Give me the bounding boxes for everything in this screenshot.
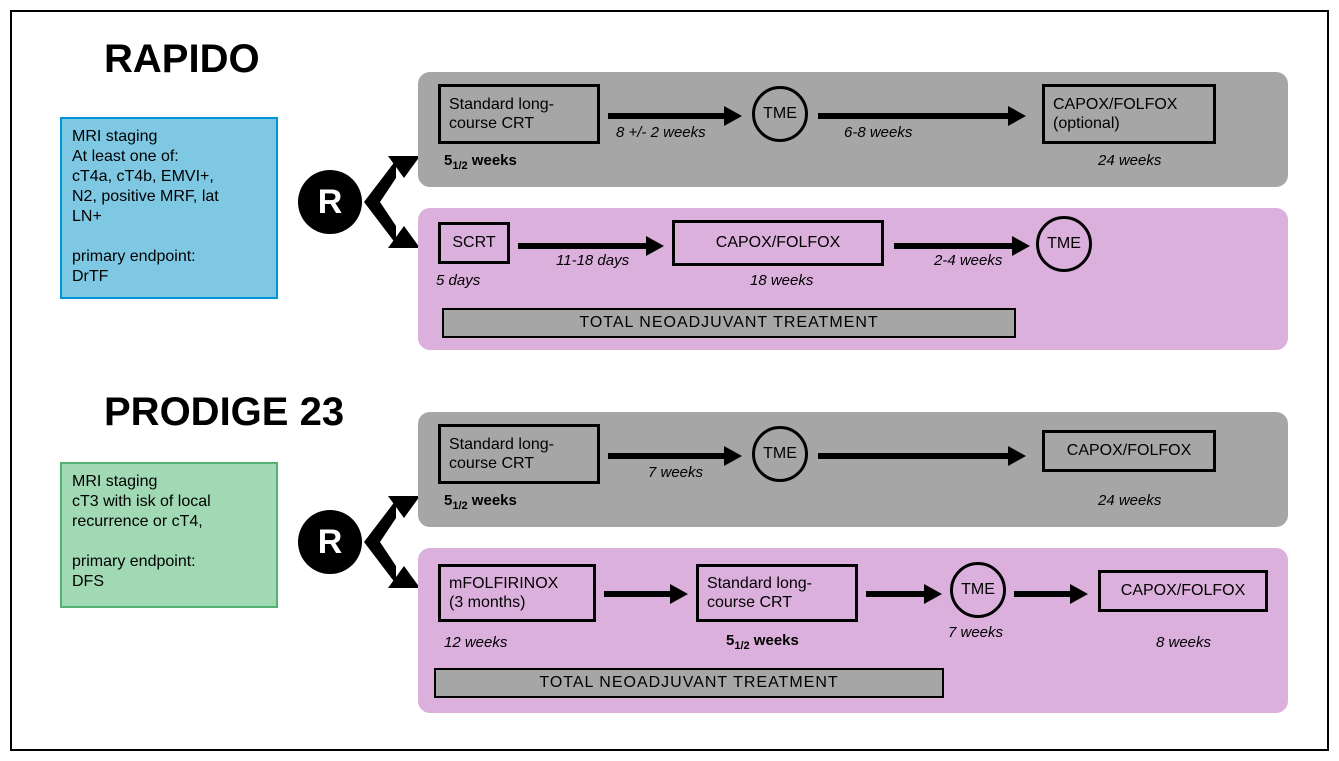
rapido-exp-scrt-duration: 5 days [436, 272, 480, 289]
prodige-inclusion-box: MRI staging cT3 with isk of local recurr… [60, 462, 278, 608]
rapido-std-crt-duration: 51/2 weeks [444, 152, 517, 172]
arrow [608, 446, 742, 466]
arrow [818, 446, 1026, 466]
prodige-title: PRODIGE 23 [104, 390, 344, 435]
rapido-tnt-bar: TOTAL NEOADJUVANT TREATMENT [442, 308, 1016, 338]
prodige-exp-gap-tme: 7 weeks [948, 624, 1003, 641]
rapido-inclusion-box: MRI staging At least one of: cT4a, cT4b,… [60, 117, 278, 299]
prodige-exp-crt-box: Standard long- course CRT [696, 564, 858, 622]
prodige-std-crt-box: Standard long- course CRT [438, 424, 600, 484]
prodige-exp-mfx-box: mFOLFIRINOX (3 months) [438, 564, 596, 622]
rapido-exp-gap2: 2-4 weeks [934, 252, 1002, 269]
rapido-title: RAPIDO [104, 37, 260, 82]
prodige-tnt-bar: TOTAL NEOADJUVANT TREATMENT [434, 668, 944, 698]
rapido-randomize-marker: R [298, 170, 362, 234]
arrow [608, 106, 742, 126]
prodige-std-gap1: 7 weeks [648, 464, 703, 481]
prodige-std-crt-duration: 51/2 weeks [444, 492, 517, 512]
arrow [604, 584, 688, 604]
prodige-exp-mfx-duration: 12 weeks [444, 634, 507, 651]
rapido-exp-gap1: 11-18 days [556, 252, 629, 269]
arrow [818, 106, 1026, 126]
rapido-std-gap1: 8 +/- 2 weeks [616, 124, 706, 141]
rapido-std-chemo-box: CAPOX/FOLFOX (optional) [1042, 84, 1216, 144]
prodige-randomize-marker: R [298, 510, 362, 574]
rapido-exp-scrt-box: SCRT [438, 222, 510, 264]
prodige-exp-chemo-duration: 8 weeks [1156, 634, 1211, 651]
prodige-std-chemo-duration: 24 weeks [1098, 492, 1161, 509]
arrow [1014, 584, 1088, 604]
arrow [866, 584, 942, 604]
rapido-exp-chemo-duration: 18 weeks [750, 272, 813, 289]
rapido-exp-tme: TME [1036, 216, 1092, 272]
prodige-exp-tme: TME [950, 562, 1006, 618]
prodige-exp-crt-duration: 51/2 weeks [726, 632, 799, 652]
prodige-exp-chemo-box: CAPOX/FOLFOX [1098, 570, 1268, 612]
rapido-std-gap2: 6-8 weeks [844, 124, 912, 141]
diagram-frame: RAPIDO MRI staging At least one of: cT4a… [10, 10, 1329, 751]
rapido-std-chemo-duration: 24 weeks [1098, 152, 1161, 169]
rapido-std-crt-box: Standard long- course CRT [438, 84, 600, 144]
prodige-std-tme: TME [752, 426, 808, 482]
rapido-std-tme: TME [752, 86, 808, 142]
rapido-exp-chemo-box: CAPOX/FOLFOX [672, 220, 884, 266]
prodige-std-chemo-box: CAPOX/FOLFOX [1042, 430, 1216, 472]
